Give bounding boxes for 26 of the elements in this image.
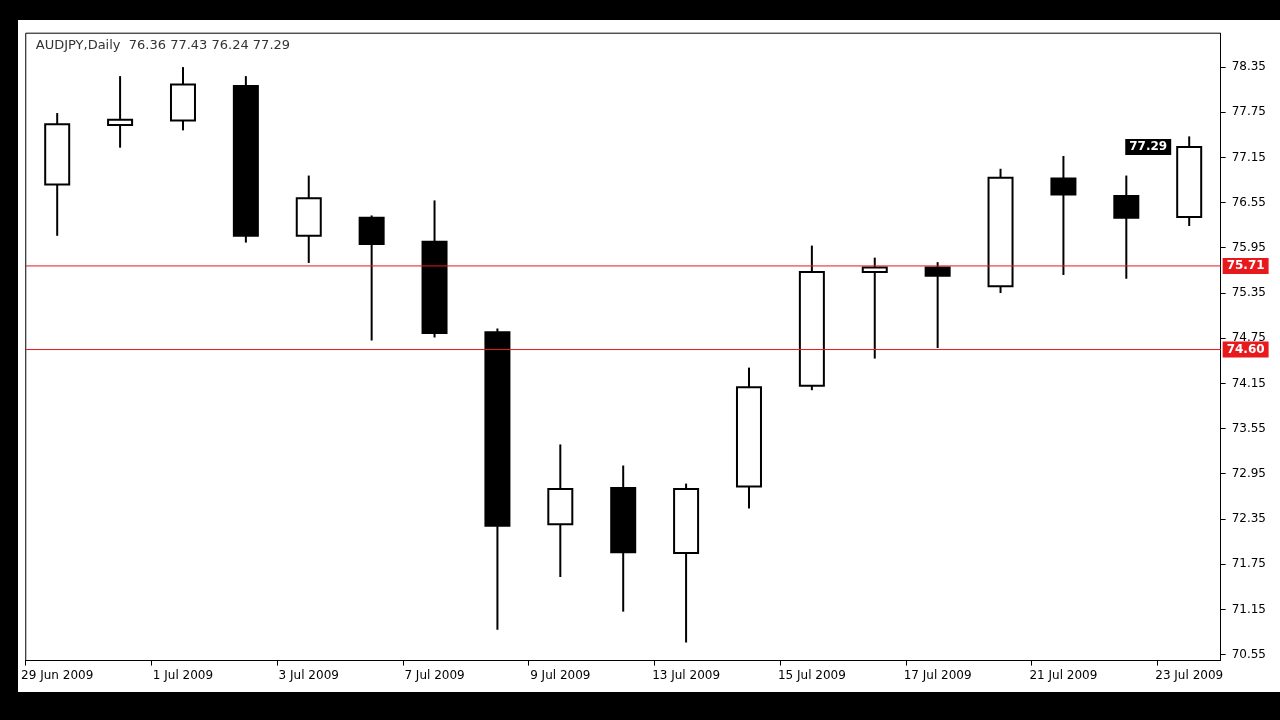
y-tick-label: 72.95	[1231, 465, 1267, 480]
y-tick-label: 75.95	[1231, 239, 1267, 254]
x-tick-label: 29 Jun 2009	[21, 667, 94, 682]
y-tick-label: 75.35	[1231, 285, 1267, 300]
chart-title: AUDJPY,Daily 76.36 77.43 76.24 77.29	[35, 37, 291, 53]
y-tick-label: 78.35	[1231, 59, 1267, 74]
x-tick-label: 3 Jul 2009	[278, 667, 339, 682]
y-tick-label: 74.15	[1231, 375, 1267, 390]
x-tick-label: 13 Jul 2009	[652, 667, 721, 682]
y-tick-label: 77.15	[1231, 149, 1267, 164]
y-tick-label: 72.35	[1231, 511, 1267, 526]
x-tick-label: 23 Jul 2009	[1155, 667, 1224, 682]
y-tick-label: 71.75	[1231, 556, 1267, 571]
x-tick-label: 1 Jul 2009	[152, 667, 214, 682]
x-tick-label: 7 Jul 2009	[404, 667, 465, 682]
x-tick-label: 15 Jul 2009	[777, 667, 846, 682]
y-tick-label: 77.75	[1231, 104, 1267, 119]
ref-line-label: 75.71	[1226, 258, 1265, 273]
y-tick-label: 70.55	[1231, 646, 1267, 661]
y-tick-label: 73.55	[1231, 420, 1267, 435]
y-tick-label: 71.15	[1231, 601, 1267, 616]
annotation: 77.29	[1129, 139, 1168, 154]
x-tick-label: 21 Jul 2009	[1029, 667, 1098, 682]
y-tick-label: 76.55	[1231, 194, 1267, 209]
x-tick-label: 17 Jul 2009	[903, 667, 972, 682]
x-tick-label: 9 Jul 2009	[530, 667, 591, 682]
